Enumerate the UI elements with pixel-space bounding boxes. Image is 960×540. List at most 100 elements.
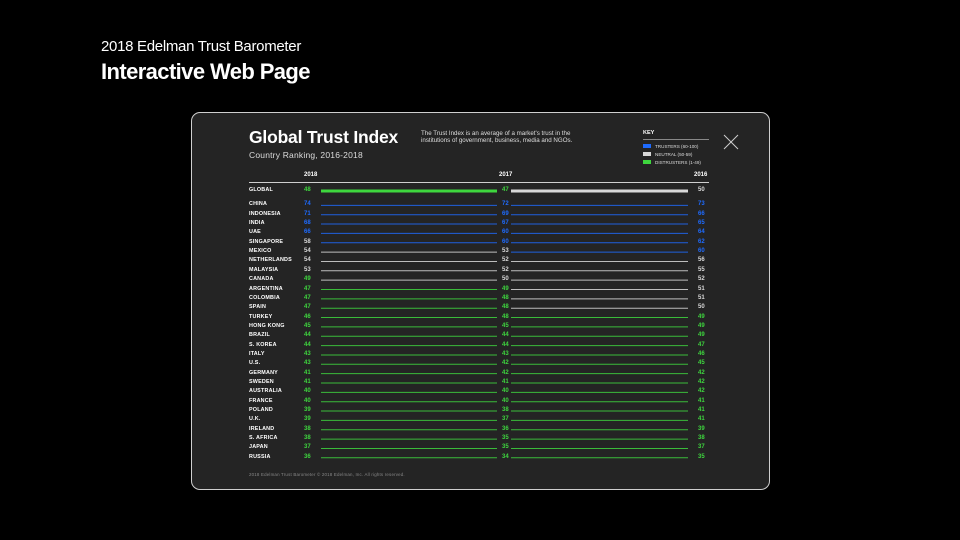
column-header-2017: 2017 — [499, 172, 513, 178]
value-label-2016: 66 — [698, 210, 705, 217]
value-label-2017: 72 — [502, 201, 509, 208]
value-label-2016: 52 — [698, 276, 705, 283]
value-label-2017: 69 — [502, 210, 509, 217]
value-label-2018: 41 — [304, 369, 311, 376]
country-label: FRANCE — [249, 397, 273, 404]
country-label: POLAND — [249, 407, 273, 414]
value-label-2016: 51 — [698, 294, 705, 301]
country-label: S. KOREA — [249, 341, 277, 348]
value-label-2018: 54 — [304, 248, 311, 255]
value-label-2017: 53 — [502, 248, 509, 255]
country-label: CANADA — [249, 276, 274, 283]
country-label: BRAZIL — [249, 332, 270, 339]
value-label-2017: 40 — [502, 388, 509, 395]
country-label: S. AFRICA — [249, 435, 278, 442]
value-label-2016: 65 — [698, 220, 705, 227]
chart-subtitle: Country Ranking, 2016-2018 — [249, 150, 363, 160]
value-label-2017: 67 — [502, 220, 509, 227]
value-label-2017: 44 — [502, 332, 509, 339]
value-label-2017: 36 — [502, 425, 509, 432]
value-label-2016: 51 — [698, 285, 705, 292]
value-label-2018: 39 — [304, 416, 311, 423]
value-label-2017: 48 — [502, 313, 509, 320]
legend-swatch-trusters — [643, 144, 651, 148]
value-label-2018: 47 — [304, 294, 311, 301]
value-label-2016: 55 — [698, 266, 705, 273]
value-label-2016: 45 — [698, 360, 705, 367]
country-label: JAPAN — [249, 444, 268, 451]
value-label-2018: 39 — [304, 407, 311, 414]
value-label-2016: 42 — [698, 388, 705, 395]
value-label-2017: 38 — [502, 407, 509, 414]
value-label-2018: 40 — [304, 388, 311, 395]
value-label-2016: 56 — [698, 257, 705, 264]
country-label: U.K. — [249, 416, 261, 423]
country-label: U.S. — [249, 360, 261, 367]
country-label: NETHERLANDS — [249, 257, 292, 264]
value-label-2017: 41 — [502, 379, 509, 385]
value-label-2018: 37 — [304, 444, 311, 451]
chart-title: Global Trust Index — [249, 127, 399, 147]
value-label-2017: 48 — [502, 294, 509, 301]
value-label-2018: 43 — [304, 350, 311, 357]
value-label-2018: 74 — [304, 201, 311, 208]
value-label-2018: 38 — [304, 425, 311, 432]
close-button[interactable] — [722, 133, 740, 151]
legend-label-trusters: TRUSTERS (60-100) — [655, 143, 699, 149]
value-label-2016: 42 — [698, 369, 705, 376]
legend-swatch-distrusters — [643, 160, 651, 164]
value-label-2016: 38 — [698, 435, 705, 442]
value-label-2016: 62 — [698, 238, 705, 245]
value-label-2018: 48 — [304, 187, 311, 193]
value-label-2017: 47 — [502, 187, 509, 193]
value-label-2016: 49 — [698, 322, 705, 329]
value-label-2017: 42 — [502, 369, 509, 376]
value-label-2017: 43 — [502, 350, 509, 357]
value-label-2016: 41 — [698, 407, 705, 414]
value-label-2017: 60 — [502, 229, 509, 236]
value-label-2018: 47 — [304, 285, 311, 292]
country-label: UAE — [249, 229, 261, 236]
value-label-2017: 35 — [502, 444, 509, 451]
country-label: CHINA — [249, 201, 268, 208]
value-label-2016: 60 — [698, 248, 705, 255]
value-label-2017: 40 — [502, 397, 509, 404]
value-label-2018: 58 — [304, 238, 311, 245]
value-label-2016: 41 — [698, 416, 705, 423]
country-label: SINGAPORE — [249, 238, 284, 245]
column-header-2018: 2018 — [304, 172, 318, 178]
page-header: 2018 Edelman Trust Barometer Interactive… — [101, 38, 311, 85]
value-label-2018: 49 — [304, 276, 311, 283]
value-label-2017: 42 — [502, 360, 509, 367]
country-label: SWEDEN — [249, 379, 274, 385]
value-label-2016: 50 — [698, 187, 705, 193]
legend-label-distrusters: DISTRUSTERS (1-49) — [655, 159, 701, 165]
value-label-2017: 52 — [502, 257, 509, 264]
value-label-2017: 45 — [502, 322, 509, 329]
country-label: MALAYSIA — [249, 266, 279, 273]
value-label-2017: 35 — [502, 435, 509, 442]
value-label-2018: 68 — [304, 220, 311, 227]
page-heading: Interactive Web Page — [101, 59, 311, 84]
country-label: TURKEY — [249, 313, 273, 320]
value-label-2018: 44 — [304, 332, 311, 339]
value-label-2018: 47 — [304, 304, 311, 311]
value-label-2016: 50 — [698, 304, 705, 311]
value-label-2016: 41 — [698, 397, 705, 404]
value-label-2017: 60 — [502, 238, 509, 245]
country-label: INDONESIA — [249, 210, 281, 217]
legend-swatch-neutral — [643, 152, 651, 156]
header-divider — [249, 182, 709, 183]
country-label: MEXICO — [249, 248, 272, 255]
value-label-2018: 71 — [304, 210, 311, 217]
page-kicker: 2018 Edelman Trust Barometer — [101, 38, 302, 55]
close-icon — [723, 134, 739, 150]
slope-chart — [320, 189, 688, 459]
country-label: IRELAND — [249, 425, 275, 432]
value-label-2016: 46 — [698, 350, 705, 357]
value-label-2018: 46 — [304, 313, 311, 320]
country-label: AUSTRALIA — [249, 388, 282, 395]
legend-title: KEY — [643, 130, 655, 136]
value-label-2018: 53 — [304, 266, 311, 273]
legend-label-neutral: NEUTRAL (50-59) — [655, 151, 693, 157]
